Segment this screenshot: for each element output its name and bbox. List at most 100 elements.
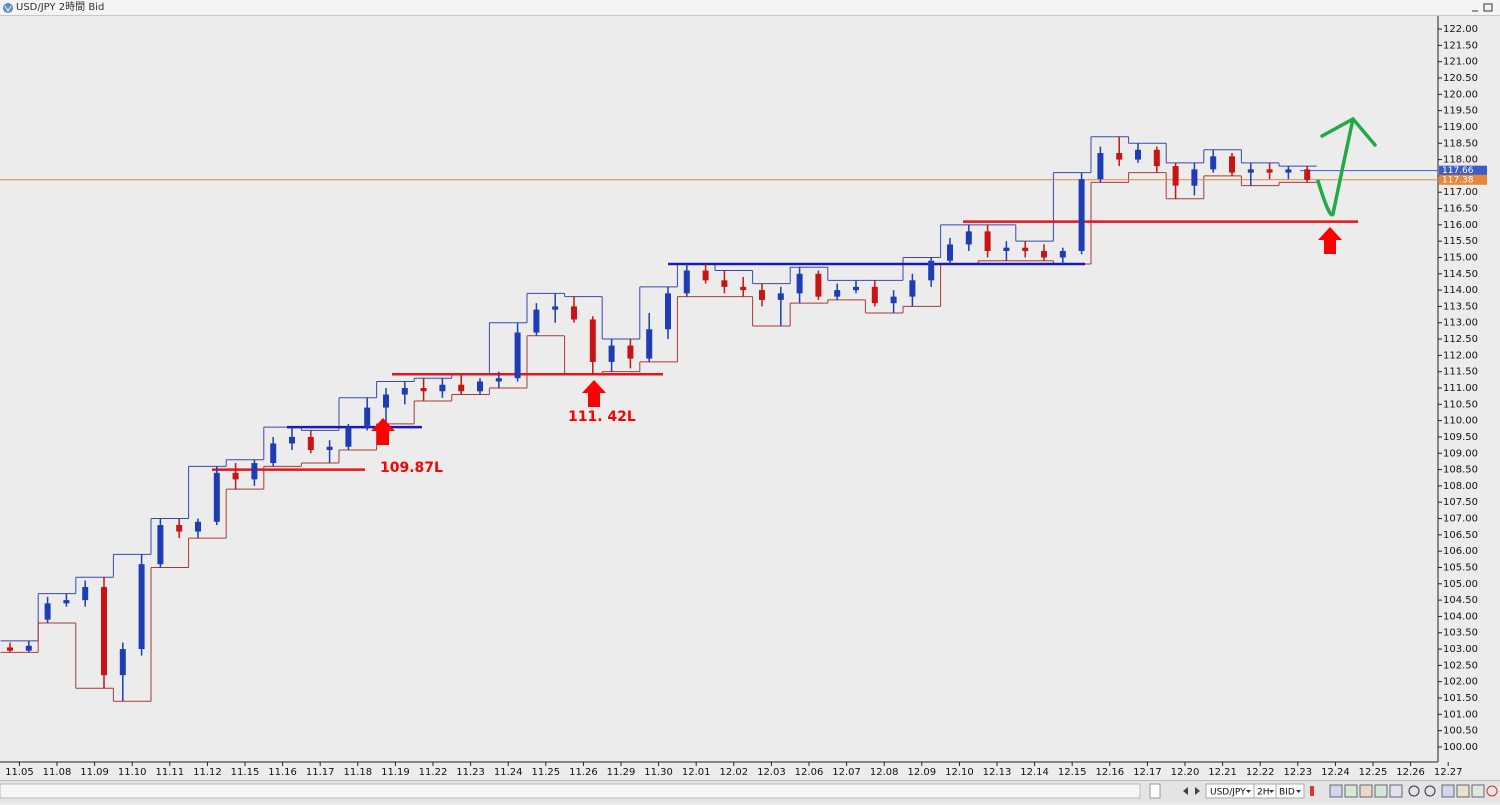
tool-button[interactable] — [1374, 784, 1388, 798]
arrow-up — [1318, 227, 1342, 254]
x-tick-label: 11.19 — [381, 767, 410, 778]
candle-body — [928, 260, 935, 281]
x-tick-label: 11.10 — [118, 767, 147, 778]
forecast-arrow — [1316, 116, 1377, 217]
y-tick-label: 102.50 — [1443, 660, 1478, 671]
app-icon — [3, 3, 13, 13]
candle-body — [495, 378, 502, 382]
candle-body — [1304, 169, 1311, 180]
x-tick-label: 12.13 — [983, 767, 1012, 778]
x-tick-label: 11.23 — [456, 767, 485, 778]
y-tick-label: 112.50 — [1443, 334, 1478, 345]
window-title: USD/JPY 2時間 Bid — [16, 2, 105, 13]
tool-button[interactable] — [1471, 784, 1485, 798]
x-tick-label: 12.22 — [1246, 767, 1275, 778]
candle-body — [157, 525, 164, 565]
candle-body — [1135, 149, 1141, 160]
candle-body — [740, 286, 747, 291]
candle-body — [796, 273, 803, 294]
y-tick-label: 104.50 — [1443, 595, 1478, 606]
tool-button[interactable] — [1329, 784, 1343, 798]
window-controls[interactable] — [1468, 2, 1498, 14]
price-select[interactable] — [1275, 783, 1305, 799]
x-tick-label: 11.26 — [569, 767, 598, 778]
x-tick-label: 12.07 — [832, 767, 861, 778]
y-tick-label: 116.50 — [1443, 204, 1478, 215]
candle-body — [552, 306, 559, 310]
y-tick-label: 106.50 — [1443, 530, 1478, 541]
y-tick-label: 110.50 — [1443, 399, 1478, 410]
x-tick-label: 12.23 — [1283, 767, 1312, 778]
candle-body — [815, 273, 822, 297]
y-tick-label: 121.00 — [1443, 57, 1478, 68]
candle-body — [195, 521, 201, 532]
candle-body — [1153, 149, 1160, 167]
y-tick-label: 102.00 — [1443, 677, 1478, 688]
tool-button[interactable] — [1456, 784, 1470, 798]
annotations: 109.87L 111. 42L — [371, 116, 1377, 476]
y-tick-label: 115.00 — [1443, 252, 1478, 263]
x-tick-label: 11.09 — [80, 767, 109, 778]
tool-button[interactable] — [1310, 786, 1314, 796]
candle-body — [345, 427, 352, 447]
candle-body — [101, 587, 107, 676]
y-tick-label: 108.00 — [1443, 481, 1478, 492]
zoom-button[interactable] — [1424, 785, 1436, 797]
candle-body — [138, 564, 145, 650]
title-bar: USD/JPY 2時間 Bid — [0, 0, 1500, 16]
candle-body — [270, 443, 277, 464]
x-tick-label: 12.21 — [1208, 767, 1237, 778]
candle-body — [477, 381, 483, 392]
tool-button[interactable] — [1486, 785, 1498, 797]
y-tick-label: 107.50 — [1443, 497, 1478, 508]
y-tick-label: 113.00 — [1443, 318, 1478, 329]
x-tick-label: 12.17 — [1133, 767, 1162, 778]
y-tick-label: 120.00 — [1443, 89, 1478, 100]
price-tag — [1439, 165, 1487, 176]
x-tick-label: 12.03 — [757, 767, 786, 778]
tool-button[interactable] — [1389, 784, 1403, 798]
x-tick-label: 12.27 — [1434, 767, 1463, 778]
price-type: BID — [1279, 788, 1295, 798]
candle-body — [1041, 250, 1047, 258]
tool-button[interactable] — [1344, 784, 1358, 798]
price-tag — [1439, 174, 1487, 185]
candle-body — [759, 290, 765, 300]
plot-area — [0, 16, 1438, 762]
candle-body — [420, 388, 427, 392]
x-tick-label: 12.16 — [1095, 767, 1124, 778]
x-tick-label: 12.06 — [795, 767, 824, 778]
tool-button[interactable] — [1359, 784, 1373, 798]
candle-body — [514, 332, 521, 379]
x-tick-label: 11.29 — [607, 767, 636, 778]
y-tick-label: 119.00 — [1443, 122, 1478, 133]
y-tick-label: 114.50 — [1443, 269, 1478, 280]
y-tick-label: 106.00 — [1443, 546, 1478, 557]
tool-button[interactable] — [1441, 784, 1455, 798]
candle-body — [176, 525, 183, 532]
toolbar-buttons[interactable] — [1310, 784, 1498, 798]
y-tick-label: 104.00 — [1443, 611, 1478, 622]
candle-body — [307, 436, 314, 450]
x-tick-label: 11.11 — [155, 767, 184, 778]
x-tick-label: 11.18 — [343, 767, 372, 778]
candle-body — [1229, 156, 1235, 173]
candle-body — [965, 231, 972, 245]
scroll-arrows[interactable] — [1183, 787, 1200, 795]
y-tick-label: 109.50 — [1443, 432, 1478, 443]
x-tick-label: 11.15 — [231, 767, 260, 778]
x-tick-label: 11.30 — [644, 767, 673, 778]
x-tick-label: 11.22 — [419, 767, 448, 778]
x-tick-label: 12.14 — [1020, 767, 1049, 778]
candle-body — [289, 436, 295, 444]
candle-body — [853, 286, 859, 291]
y-tick-label: 109.00 — [1443, 448, 1478, 459]
zoom-button[interactable] — [1408, 785, 1420, 797]
scrollbar[interactable] — [0, 783, 1141, 799]
candle-body — [1097, 153, 1104, 180]
candle-body — [608, 345, 615, 362]
y-tick-label: 108.50 — [1443, 465, 1478, 476]
scroll-thumb[interactable] — [1149, 783, 1161, 799]
x-tick-label: 12.26 — [1396, 767, 1425, 778]
candle-body — [458, 384, 465, 392]
